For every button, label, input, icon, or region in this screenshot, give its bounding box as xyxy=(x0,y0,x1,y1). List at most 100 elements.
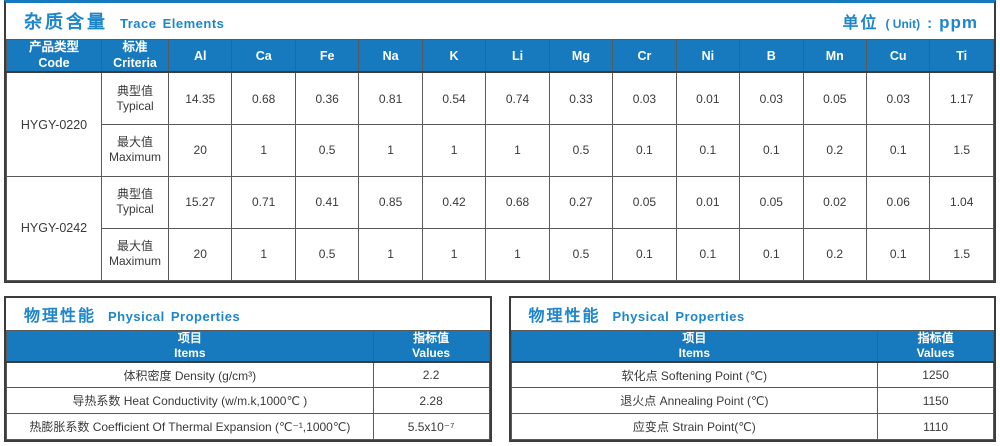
element-header-mg: Mg xyxy=(548,39,614,74)
table-row: 应变点 Strain Point(℃) 1110 xyxy=(510,413,994,441)
unit-label-zh: 单位 xyxy=(842,15,879,32)
table-row: HYGY-0242 典型值 Typical 15.27 0.71 0.41 0.… xyxy=(6,175,994,281)
element-header-mn: Mn xyxy=(802,39,867,74)
item-cell: 体积密度 Density (g/cm³) xyxy=(6,361,374,389)
table-row: 最大值 Maximum 20 1 0.5 1 1 1 0.5 0.1 0.1 0… xyxy=(7,227,994,281)
value-cell: 0.1 xyxy=(739,227,804,281)
col-header-values-en: Values xyxy=(412,345,451,360)
value-cell: 2.2 xyxy=(372,361,490,389)
col-header-criteria-zh: 标准 xyxy=(122,40,148,54)
table-row: 最大值 Maximum 20 1 0.5 1 1 1 0.5 0.1 0.1 0… xyxy=(7,123,994,177)
physical-properties-row: 物理性能 Physical Properties 项目 Items 指标值 Va… xyxy=(4,295,996,443)
value-cell: 0.68 xyxy=(231,71,296,125)
physical-right-title-zh: 物理性能 xyxy=(528,307,601,325)
value-cell: 0.27 xyxy=(548,175,614,229)
trace-elements-title: 杂质含量 Trace Elements xyxy=(24,8,224,34)
physical-left-title: 物理性能 Physical Properties xyxy=(24,302,240,326)
table-row: 导热系数 Heat Conductivity (w/m.k,1000℃ ) 2.… xyxy=(6,387,490,415)
value-cell: 1250 xyxy=(877,361,994,389)
table-row: 热膨胀系数 Coefficient Of Thermal Expansion (… xyxy=(6,413,490,441)
value-cell: 0.01 xyxy=(675,71,741,125)
physical-left-title-zh: 物理性能 xyxy=(24,307,97,325)
value-cell: 0.85 xyxy=(358,175,423,229)
trace-elements-title-en: Trace Elements xyxy=(120,16,225,31)
unit-label: 单位 ( Unit) : ppm xyxy=(842,9,978,33)
value-cell: 0.03 xyxy=(612,71,677,125)
value-cell: 0.5 xyxy=(548,123,614,177)
col-header-items: 项目 Items xyxy=(510,329,879,363)
col-header-criteria: 标准 Criteria xyxy=(101,39,169,74)
value-cell: 0.1 xyxy=(865,227,931,281)
trace-elements-title-zh: 杂质含量 xyxy=(24,12,108,32)
col-header-values: 指标值 Values xyxy=(372,329,490,363)
trace-elements-panel: 杂质含量 Trace Elements 单位 ( Unit) : ppm 产品类… xyxy=(4,0,996,283)
value-cell: 0.05 xyxy=(612,175,677,229)
element-header-k: K xyxy=(421,39,487,74)
product-code-cell: HYGY-0220 xyxy=(6,71,102,177)
value-cell: 0.36 xyxy=(294,71,360,125)
col-header-items-en: Items xyxy=(174,345,206,360)
physical-right-title-en: Physical Properties xyxy=(612,308,745,324)
value-cell: 1 xyxy=(358,227,423,281)
value-cell: 0.2 xyxy=(802,123,867,177)
unit-label-en: ( Unit) xyxy=(885,17,921,31)
physical-left-table: 项目 Items 指标值 Values 体积密度 Density (g/cm³)… xyxy=(6,329,490,441)
physical-right-table: 项目 Items 指标值 Values 软化点 Softening Point … xyxy=(510,329,995,441)
item-cell: 热膨胀系数 Coefficient Of Thermal Expansion (… xyxy=(6,413,374,441)
item-cell: 应变点 Strain Point(℃) xyxy=(510,413,879,441)
col-header-items-zh: 项目 xyxy=(177,330,202,345)
element-header-b: B xyxy=(739,39,804,74)
table-row: 退火点 Annealing Point (℃) 1150 xyxy=(510,387,994,415)
value-cell: 0.5 xyxy=(294,123,360,177)
element-header-ti: Ti xyxy=(929,39,994,74)
value-cell: 0.33 xyxy=(548,71,614,125)
value-cell: 1 xyxy=(358,123,423,177)
physical-right-title-bar: 物理性能 Physical Properties xyxy=(510,297,994,330)
physical-properties-right-panel: 物理性能 Physical Properties 项目 Items 指标值 Va… xyxy=(508,295,996,443)
value-cell: 1.04 xyxy=(929,175,994,229)
value-cell: 14.35 xyxy=(167,71,233,125)
value-cell: 1 xyxy=(485,227,550,281)
value-cell: 0.1 xyxy=(675,123,741,177)
value-cell: 0.54 xyxy=(421,71,487,125)
criteria-label-en: Maximum xyxy=(108,150,161,165)
criteria-label-zh: 典型值 xyxy=(116,187,153,202)
col-header-criteria-en: Criteria xyxy=(113,55,157,70)
value-cell: 0.05 xyxy=(802,71,867,125)
physical-left-header-row: 项目 Items 指标值 Values xyxy=(6,329,490,363)
value-cell: 0.1 xyxy=(612,123,677,177)
col-header-values-en: Values xyxy=(916,345,955,360)
value-cell: 1 xyxy=(231,123,296,177)
col-header-values: 指标值 Values xyxy=(877,329,994,363)
element-header-cu: Cu xyxy=(865,39,931,74)
physical-right-title: 物理性能 Physical Properties xyxy=(529,302,745,326)
criteria-label-en: Maximum xyxy=(108,254,161,269)
value-cell: 1 xyxy=(485,123,550,177)
value-cell: 0.05 xyxy=(739,175,804,229)
trace-header-row: 产品类型 Code 标准 Criteria Al Ca Fe Na K Li M… xyxy=(6,39,994,74)
unit-value: ppm xyxy=(939,13,978,32)
element-header-fe: Fe xyxy=(294,39,360,74)
value-cell: 0.5 xyxy=(548,227,614,281)
criteria-cell: 典型值 Typical xyxy=(101,175,169,229)
physical-left-title-bar: 物理性能 Physical Properties xyxy=(6,297,490,330)
table-row: 软化点 Softening Point (℃) 1250 xyxy=(510,361,994,389)
col-header-items: 项目 Items xyxy=(6,329,374,363)
table-row: 体积密度 Density (g/cm³) 2.2 xyxy=(6,361,490,389)
value-cell: 20 xyxy=(167,227,233,281)
value-cell: 0.1 xyxy=(675,227,741,281)
table-row: HYGY-0220 典型值 Typical 14.35 0.68 0.36 0.… xyxy=(6,71,994,177)
element-header-cr: Cr xyxy=(612,39,677,74)
item-cell: 软化点 Softening Point (℃) xyxy=(510,361,879,389)
col-header-values-zh: 指标值 xyxy=(413,330,450,345)
value-cell: 1110 xyxy=(877,413,994,441)
value-cell: 0.06 xyxy=(865,175,931,229)
value-cell: 0.1 xyxy=(739,123,804,177)
criteria-cell: 最大值 Maximum xyxy=(101,123,169,177)
value-cell: 1 xyxy=(231,227,296,281)
value-cell: 0.41 xyxy=(294,175,360,229)
element-header-al: Al xyxy=(167,39,233,74)
value-cell: 1 xyxy=(421,123,487,177)
item-cell: 导热系数 Heat Conductivity (w/m.k,1000℃ ) xyxy=(6,387,374,415)
